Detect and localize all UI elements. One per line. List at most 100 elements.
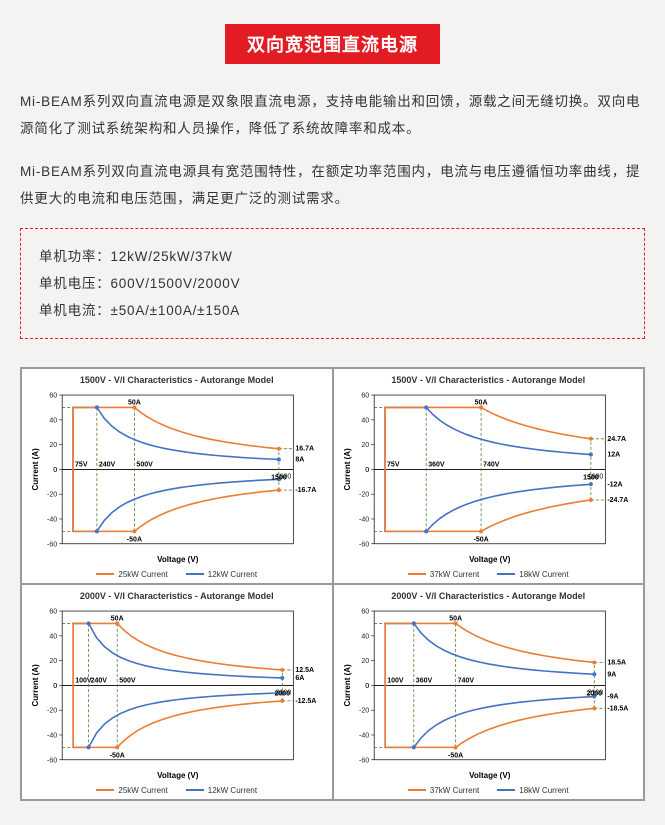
svg-text:60: 60 (49, 608, 57, 615)
chart-title: 2000V - V/I Characteristics - Autorange … (26, 591, 328, 601)
svg-text:100V: 100V (387, 677, 404, 684)
svg-text:9A: 9A (607, 671, 616, 678)
legend-item: 37kW Current (408, 786, 479, 795)
svg-text:12.5A: 12.5A (295, 667, 314, 674)
svg-text:20: 20 (361, 442, 369, 449)
chart-legend: 25kW Current 12kW Current (26, 786, 328, 795)
svg-text:50A: 50A (128, 399, 141, 406)
svg-text:40: 40 (49, 417, 57, 424)
svg-text:75V: 75V (387, 461, 400, 468)
spec-voltage: 单机电压：600V/1500V/2000V (39, 270, 626, 297)
svg-text:Voltage (V): Voltage (V) (469, 771, 511, 780)
spec-power: 单机功率：12kW/25kW/37kW (39, 243, 626, 270)
svg-text:2000: 2000 (275, 690, 291, 697)
chart-legend: 25kW Current 12kW Current (26, 570, 328, 579)
chart-legend: 37kW Current 18kW Current (338, 786, 640, 795)
paragraph-2: Mi-BEAM系列双向直流电源具有宽范围特性，在额定功率范围内，电流与电压遵循恒… (20, 158, 645, 212)
svg-text:-50A: -50A (110, 752, 125, 759)
svg-text:740V: 740V (483, 461, 500, 468)
chart-title: 2000V - V/I Characteristics - Autorange … (338, 591, 640, 601)
legend-item: 18kW Current (497, 570, 568, 579)
chart-title: 1500V - V/I Characteristics - Autorange … (338, 375, 640, 385)
legend-item: 25kW Current (96, 786, 167, 795)
svg-text:40: 40 (361, 417, 369, 424)
svg-text:Current (A): Current (A) (343, 664, 352, 707)
svg-text:-20: -20 (47, 708, 57, 715)
svg-text:60: 60 (361, 393, 369, 400)
svg-text:240V: 240V (91, 677, 108, 684)
section-title: 双向宽范围直流电源 (225, 24, 440, 64)
svg-text:360V: 360V (428, 461, 445, 468)
svg-text:-60: -60 (359, 541, 369, 548)
legend-item: 12kW Current (186, 786, 257, 795)
svg-text:Voltage (V): Voltage (V) (469, 555, 511, 564)
svg-text:-40: -40 (359, 516, 369, 523)
svg-text:0: 0 (53, 683, 57, 690)
svg-text:16.7A: 16.7A (295, 446, 314, 453)
svg-text:100V: 100V (75, 677, 92, 684)
svg-text:-50A: -50A (127, 536, 142, 543)
svg-text:Voltage (V): Voltage (V) (157, 771, 199, 780)
spec-box: 单机功率：12kW/25kW/37kW 单机电压：600V/1500V/2000… (20, 228, 645, 339)
chart-cell: 2000V - V/I Characteristics - Autorange … (333, 584, 645, 800)
svg-text:0: 0 (365, 683, 369, 690)
svg-text:60: 60 (49, 393, 57, 400)
svg-text:500V: 500V (136, 461, 153, 468)
svg-text:360V: 360V (415, 677, 432, 684)
svg-text:8A: 8A (295, 457, 304, 464)
svg-text:40: 40 (49, 633, 57, 640)
legend-item: 25kW Current (96, 570, 167, 579)
svg-text:24.7A: 24.7A (607, 436, 626, 443)
svg-text:50A: 50A (474, 399, 487, 406)
svg-text:18.5A: 18.5A (607, 659, 626, 666)
legend-item: 12kW Current (186, 570, 257, 579)
svg-text:-60: -60 (359, 757, 369, 764)
svg-text:-40: -40 (47, 516, 57, 523)
svg-text:-9A: -9A (607, 693, 618, 700)
svg-text:0: 0 (53, 467, 57, 474)
svg-text:-50A: -50A (448, 752, 463, 759)
svg-text:-20: -20 (359, 708, 369, 715)
svg-text:Current (A): Current (A) (31, 448, 40, 491)
chart-cell: 1500V - V/I Characteristics - Autorange … (21, 368, 333, 584)
svg-text:50A: 50A (449, 615, 462, 622)
svg-text:-16.7A: -16.7A (295, 487, 316, 494)
svg-text:60: 60 (361, 608, 369, 615)
svg-text:Current (A): Current (A) (31, 664, 40, 707)
svg-text:2000: 2000 (586, 690, 602, 697)
svg-text:75V: 75V (75, 461, 88, 468)
chart-title: 1500V - V/I Characteristics - Autorange … (26, 375, 328, 385)
svg-text:1500: 1500 (583, 474, 599, 481)
svg-text:740V: 740V (457, 677, 474, 684)
svg-text:-24.7A: -24.7A (607, 497, 628, 504)
chart-cell: 1500V - V/I Characteristics - Autorange … (333, 368, 645, 584)
svg-text:20: 20 (361, 658, 369, 665)
svg-text:240V: 240V (99, 461, 116, 468)
chart-legend: 37kW Current 18kW Current (338, 570, 640, 579)
svg-text:-20: -20 (47, 492, 57, 499)
spec-current: 单机电流：±50A/±100A/±150A (39, 297, 626, 324)
svg-text:-20: -20 (359, 492, 369, 499)
svg-text:12A: 12A (607, 452, 620, 459)
svg-text:-18.5A: -18.5A (607, 705, 628, 712)
svg-text:20: 20 (49, 442, 57, 449)
svg-text:-60: -60 (47, 757, 57, 764)
svg-text:-50A: -50A (473, 536, 488, 543)
svg-text:Current (A): Current (A) (343, 448, 352, 491)
svg-text:500V: 500V (119, 677, 136, 684)
chart-grid: 1500V - V/I Characteristics - Autorange … (20, 367, 645, 801)
svg-text:-40: -40 (47, 732, 57, 739)
svg-text:-40: -40 (359, 732, 369, 739)
svg-text:-12.5A: -12.5A (295, 698, 316, 705)
chart-cell: 2000V - V/I Characteristics - Autorange … (21, 584, 333, 800)
svg-text:1500: 1500 (271, 474, 287, 481)
svg-text:6A: 6A (295, 675, 304, 682)
legend-item: 37kW Current (408, 570, 479, 579)
svg-text:Voltage (V): Voltage (V) (157, 555, 199, 564)
svg-text:50A: 50A (111, 615, 124, 622)
svg-text:20: 20 (49, 658, 57, 665)
svg-text:-12A: -12A (607, 481, 622, 488)
svg-text:40: 40 (361, 633, 369, 640)
svg-text:0: 0 (365, 467, 369, 474)
paragraph-1: Mi-BEAM系列双向直流电源是双象限直流电源，支持电能输出和回馈，源载之间无缝… (20, 88, 645, 142)
